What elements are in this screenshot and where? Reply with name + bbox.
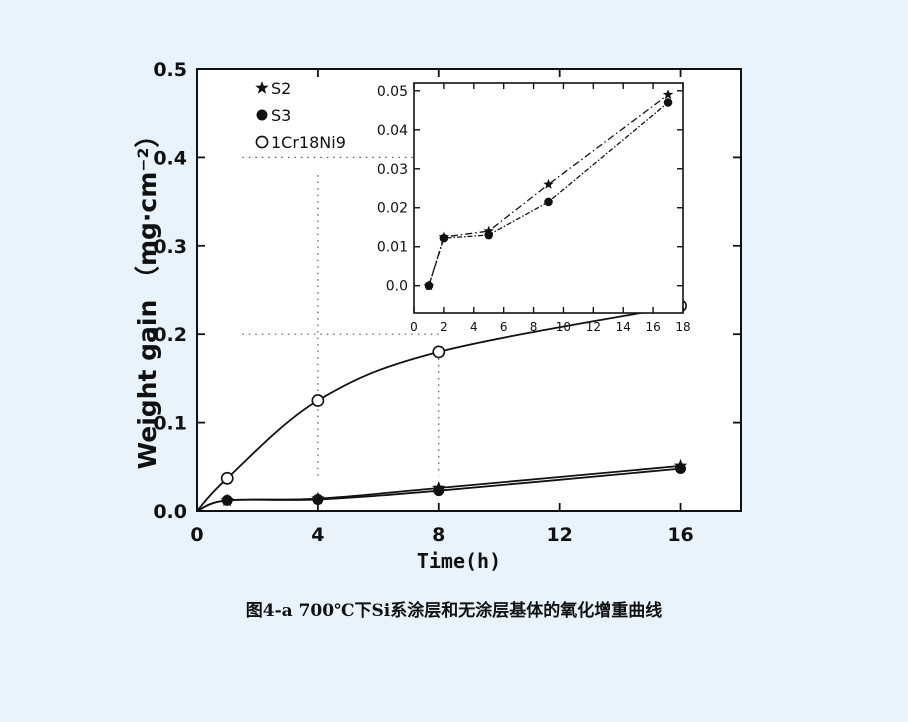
inset-y-tick-label: 0.0: [386, 279, 408, 295]
inset-x-tick-label: 14: [616, 320, 631, 334]
inset-x-tick-label: 6: [500, 320, 508, 334]
inset-x-tick-label: 8: [530, 320, 538, 334]
point-1Cr18Ni9-1h: [220, 471, 234, 485]
inset-y-tick-label: 0.02: [377, 201, 408, 217]
legend-marker-S3: [256, 109, 268, 121]
x-axis-title: Time(h): [417, 549, 501, 573]
inset-point-S3-5h: [484, 230, 494, 240]
inset-x-tick-label: 12: [586, 320, 601, 334]
y-tick-label: 0.0: [153, 501, 187, 523]
point-1Cr18Ni9-4h: [311, 394, 325, 407]
inset-y-tick-label: 0.03: [377, 162, 408, 178]
inset-x-tick-label: 10: [556, 320, 571, 334]
inset-point-S3-9h: [544, 197, 553, 207]
inset-x-tick-label: 0: [410, 320, 418, 334]
inset-point-S3-17h: [663, 98, 673, 107]
x-tick-label: 16: [667, 524, 693, 546]
point-S3-8h: [433, 485, 445, 497]
inset-y-tick-label: 0.01: [377, 240, 408, 256]
point-1Cr18Ni9-8h: [432, 345, 446, 359]
y-tick-label: 0.2: [153, 324, 187, 346]
legend-label-S2: S2: [271, 79, 291, 98]
inset-point-S3-1h: [424, 281, 434, 291]
legend-marker-1Cr18Ni9: [255, 135, 269, 149]
inset-point-S2-5h: [483, 225, 494, 236]
inset-y-tick-label: 0.05: [377, 84, 408, 100]
x-tick-label: 12: [546, 524, 572, 546]
x-tick-label: 0: [190, 524, 203, 546]
x-tick-label: 4: [311, 524, 324, 546]
inset-x-tick-label: 4: [470, 320, 478, 334]
main-plot-frame: [196, 68, 742, 512]
inset-point-S3-2h: [439, 233, 449, 243]
point-S3-16h: [675, 463, 687, 475]
inset-point-S2-9h: [543, 178, 554, 189]
legend-marker-S2: [255, 81, 269, 94]
x-tick-label: 8: [432, 524, 445, 546]
point-S3-4h: [312, 494, 324, 505]
y-tick-label: 0.4: [153, 147, 187, 169]
inset-x-tick-label: 18: [675, 320, 690, 334]
inset-y-tick-label: 0.04: [377, 123, 408, 139]
y-tick-label: 0.1: [153, 413, 187, 435]
inset-x-tick-label: 16: [645, 320, 660, 334]
point-S3-1h: [221, 494, 233, 506]
y-tick-label: 0.3: [153, 236, 187, 258]
inset-x-tick-label: 2: [440, 320, 448, 334]
figure-caption: 图4-a 700℃下Si系涂层和无涂层基体的氧化增重曲线: [245, 601, 663, 621]
legend-label-1Cr18Ni9: 1Cr18Ni9: [271, 133, 346, 152]
inset-point-S2-17h: [662, 89, 674, 100]
y-tick-label: 0.5: [153, 59, 187, 81]
y-axis-title: Weight gain （mg·cm⁻²）: [133, 123, 162, 470]
legend-label-S3: S3: [271, 106, 291, 125]
